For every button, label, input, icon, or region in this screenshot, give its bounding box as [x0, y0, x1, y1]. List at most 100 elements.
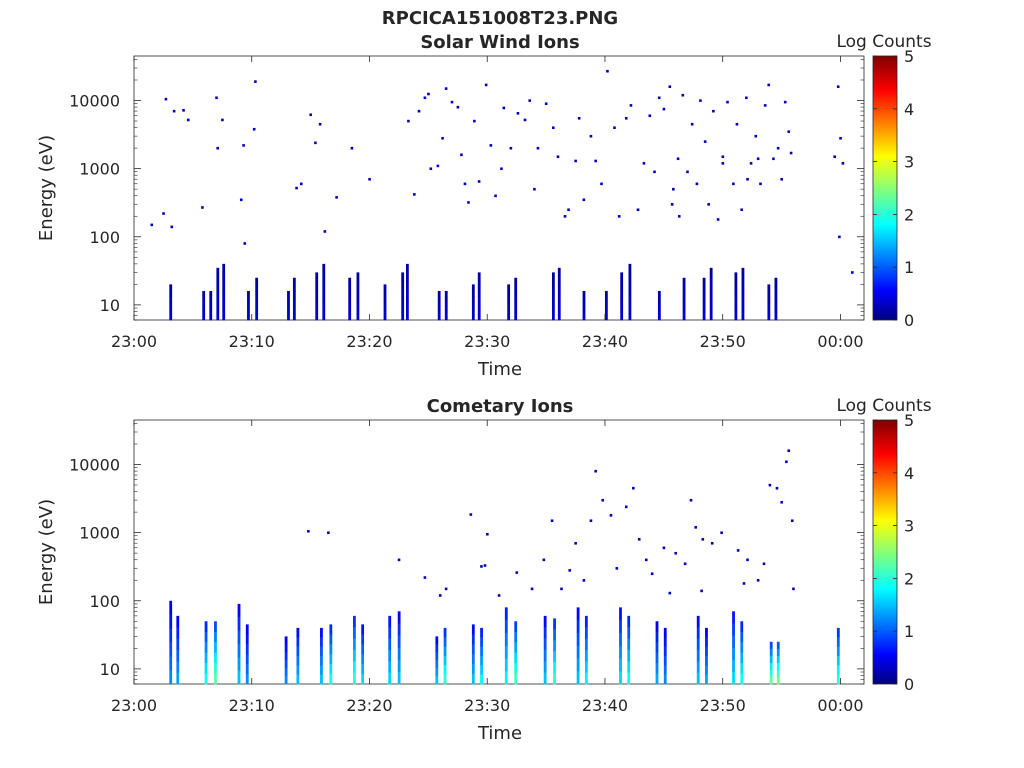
band-cell	[663, 637, 667, 647]
data-point	[736, 549, 740, 552]
band-cell	[702, 284, 706, 293]
x-tick-label: 23:40	[582, 696, 628, 715]
band-cell	[169, 284, 173, 291]
colorbar-tick-label: 2	[904, 569, 914, 588]
data-point	[763, 104, 767, 107]
band-cell	[315, 296, 319, 305]
data-point	[745, 96, 748, 100]
band-cell	[284, 636, 288, 645]
data-point	[467, 201, 470, 204]
band-cell	[620, 304, 624, 313]
data-point	[438, 594, 442, 597]
data-point	[606, 69, 609, 73]
data-point	[323, 230, 327, 233]
band-cell	[329, 674, 333, 685]
data-point	[836, 85, 840, 88]
band-cell	[202, 300, 206, 306]
band-cell	[769, 648, 773, 657]
band-cell	[214, 652, 217, 664]
colorbar-gradient	[872, 55, 898, 321]
data-point	[164, 97, 168, 101]
band-cell	[169, 614, 173, 629]
data-point	[642, 162, 646, 165]
data-point	[201, 206, 204, 209]
band-cell	[443, 637, 447, 647]
band-cell	[655, 663, 659, 674]
data-point	[530, 587, 534, 591]
band-cell	[709, 267, 713, 277]
data-point	[594, 469, 597, 473]
band-cell	[292, 291, 296, 300]
data-point	[515, 571, 519, 574]
data-point	[790, 519, 794, 523]
band-cell	[576, 671, 580, 685]
band-cell	[247, 305, 250, 311]
band-cell	[292, 284, 296, 293]
band-cell	[169, 642, 173, 657]
band-cell	[255, 298, 259, 307]
band-cell	[356, 312, 360, 321]
band-cell	[444, 290, 448, 297]
data-point	[732, 182, 735, 186]
data-point	[668, 591, 672, 595]
colorbar-tick-label: 0	[904, 675, 914, 694]
band-cell	[353, 661, 356, 673]
band-cell	[619, 671, 622, 685]
band-cell	[255, 284, 259, 293]
band-cell	[287, 305, 290, 311]
data-point	[500, 167, 503, 171]
data-point	[699, 99, 702, 102]
band-cell	[443, 665, 447, 675]
band-cell	[480, 646, 483, 657]
figure-title: RPCICA151008T23.PNG	[382, 8, 618, 29]
band-cell	[604, 315, 608, 321]
band-cell	[576, 632, 580, 646]
data-point	[601, 498, 605, 502]
band-cell	[696, 615, 700, 628]
band-cell	[437, 315, 441, 321]
band-cell	[628, 291, 632, 302]
band-cell	[514, 312, 518, 321]
band-cell	[401, 288, 405, 297]
band-cell	[443, 655, 447, 666]
band-cell	[383, 314, 387, 321]
band-cell	[284, 652, 288, 661]
band-cell	[657, 290, 661, 297]
band-cell	[663, 627, 667, 638]
band-cell	[247, 300, 250, 306]
band-cell	[696, 649, 700, 662]
data-point	[450, 100, 454, 104]
band-cell	[204, 673, 208, 685]
band-cell	[356, 280, 360, 289]
plot-frame	[133, 419, 865, 685]
band-cell	[619, 620, 622, 634]
band-cell	[405, 273, 409, 283]
band-cell	[397, 647, 401, 661]
band-cell	[397, 635, 401, 648]
x-tick-label: 23:10	[229, 332, 275, 351]
colorbar: 0 1 2 3 4 5	[872, 47, 914, 330]
band-cell	[204, 642, 208, 653]
band-cell	[296, 674, 300, 685]
data-point	[429, 167, 433, 171]
band-cell	[443, 646, 447, 657]
band-cell	[216, 293, 220, 303]
band-cell	[320, 665, 323, 675]
data-point	[427, 92, 430, 96]
band-cell	[443, 674, 447, 685]
band-cell	[435, 644, 439, 653]
data-point	[456, 105, 460, 109]
band-cell	[435, 636, 439, 645]
data-point	[695, 182, 699, 186]
band-cell	[237, 670, 241, 685]
data-point	[674, 551, 678, 555]
band-cell	[551, 280, 555, 289]
colorbar-tick-label: 5	[904, 411, 914, 430]
band-cell	[255, 305, 259, 314]
band-cell	[504, 658, 508, 672]
band-cell	[320, 646, 323, 657]
data-point	[768, 483, 772, 487]
band-cell	[216, 311, 220, 321]
colorbar-tick-label: 4	[904, 100, 914, 119]
band-cell	[705, 637, 708, 647]
